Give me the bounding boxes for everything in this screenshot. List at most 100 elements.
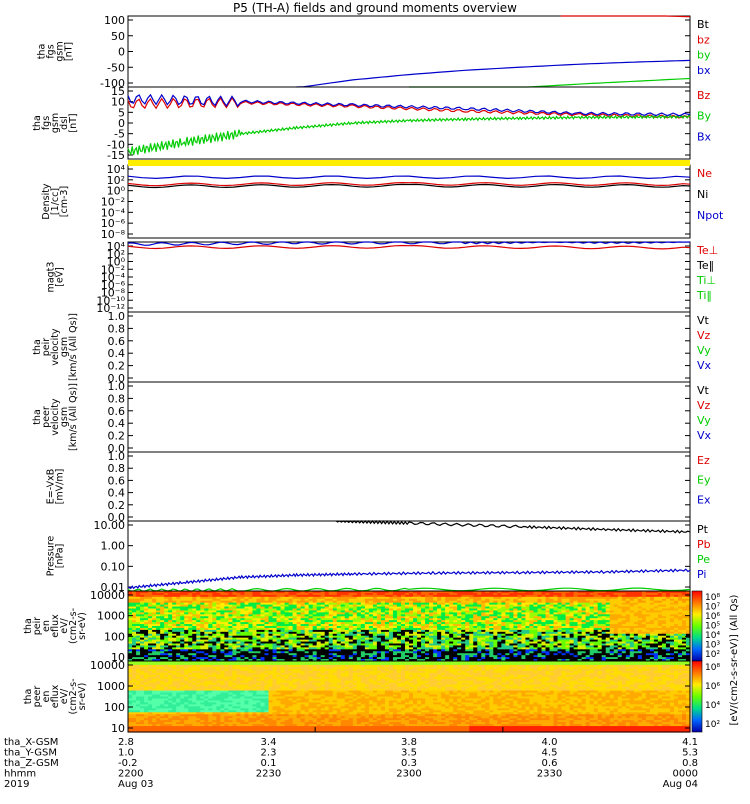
series-bx — [297, 60, 690, 87]
xaxis-value: 3.8 — [401, 737, 417, 748]
ylabel-line: [nPa] — [55, 544, 66, 569]
peer_eflux-spectrogram — [128, 661, 691, 733]
ytick-label: 100 — [104, 630, 125, 643]
legend-Vz: Vz — [697, 329, 711, 342]
ylabel-line: sr-eV) — [77, 683, 88, 711]
panel-density: 10⁴10²10⁰10⁻²10⁻⁴10⁻⁶10⁻⁸Density[1/cc][c… — [41, 163, 724, 241]
xaxis-value: 2.3 — [261, 748, 277, 759]
ytick-label: 0.8 — [108, 392, 126, 405]
ytick-label: 50 — [111, 30, 125, 43]
legend-bz: bz — [697, 33, 710, 46]
xaxis-table: tha_X-GSM 2.8 3.4 3.8 4.0 4.1 tha_Y-GSM 1.0 2.3 3… — [4, 737, 698, 790]
legend-Vx: Vx — [697, 359, 712, 372]
ytick-label: 0.2 — [108, 499, 126, 512]
series-Bz — [128, 98, 690, 118]
ytick-label: 1.00 — [101, 540, 126, 553]
legend-Vx: Vx — [697, 429, 712, 442]
legend-Vz: Vz — [697, 399, 711, 412]
ytick-label: 10000 — [90, 659, 125, 672]
xaxis-value: 4.0 — [542, 737, 558, 748]
xaxis-value: 2300 — [396, 769, 421, 780]
ytick-label: 0.8 — [108, 322, 126, 335]
legend-Pe: Pe — [697, 553, 710, 566]
ytick-label: 1.0 — [108, 380, 126, 393]
legend-Ey: Ey — [697, 474, 711, 487]
legend-Te⊥: Te⊥ — [696, 244, 718, 257]
legend-Ti‖: Ti‖ — [696, 289, 712, 302]
ylabel-line: [nT] — [68, 113, 79, 132]
ytick-label: -50 — [107, 61, 125, 74]
xaxis-value: 4.1 — [682, 737, 698, 748]
xaxis-value: 3.5 — [401, 748, 417, 759]
ytick-label: 1000 — [97, 610, 125, 623]
xaxis-value: 3.4 — [261, 737, 277, 748]
legend-Bx: Bx — [697, 130, 712, 143]
xaxis-row-label: 2019 — [4, 779, 29, 790]
panel-magt3: 10⁴10²10⁰10⁻²10⁻⁴10⁻⁶10⁻⁸10⁻¹⁰10⁻¹²magt3… — [46, 240, 719, 315]
ylabel-line: [km/s (All Qs)] — [68, 313, 79, 381]
ytick-label: 0.4 — [108, 487, 126, 500]
legend-Ne: Ne — [697, 167, 712, 180]
legend-by: by — [697, 49, 711, 62]
fgs_dsl_nT-frame — [128, 87, 690, 159]
xaxis-row-label: hhmm — [4, 769, 36, 780]
ytick-label: 0.4 — [108, 417, 126, 430]
colorbar-tick: 10⁶ — [705, 682, 720, 692]
ytick-label: 0.2 — [108, 430, 126, 443]
ytick-label: 0 — [118, 46, 125, 59]
xaxis-value: 0.3 — [401, 758, 417, 769]
colorbar-tick: 10⁸ — [705, 663, 720, 673]
ytick-label: 0.2 — [108, 360, 126, 373]
peer_velocity-frame — [128, 382, 690, 452]
ylabel-line: [cm-3] — [59, 186, 70, 217]
magt3-frame — [128, 242, 690, 312]
colorbar-tick: 10³ — [705, 641, 720, 651]
ylabel-line: [mV/m] — [55, 469, 66, 505]
colorbar-tick: 10⁶ — [705, 612, 720, 622]
ytick-label: 1000 — [97, 680, 125, 693]
legend-Ni: Ni — [697, 188, 708, 201]
colorbar-label: [eV/(cm2-s-sr-eV)] (All Qs) — [729, 594, 740, 725]
colorbar-tick: 10² — [705, 720, 720, 730]
series-Pi — [128, 569, 690, 588]
E_vxb-frame — [128, 452, 690, 521]
colorbar-tick: 10⁵ — [705, 622, 720, 632]
xaxis-value: -0.2 — [118, 758, 138, 769]
xaxis-value: 2.8 — [118, 737, 134, 748]
xaxis-value: Aug 03 — [118, 779, 153, 790]
series-by — [409, 79, 690, 88]
xaxis-value: 1.0 — [118, 748, 134, 759]
ytick-label: 0.8 — [108, 462, 126, 475]
ytick-label: 0.6 — [108, 474, 126, 487]
series-Pt — [336, 521, 690, 533]
colorbar-tick: 10² — [705, 650, 720, 660]
xaxis-row-label: tha_Y-GSM — [4, 748, 57, 759]
legend-Vy: Vy — [697, 414, 711, 427]
ytick-label: 1.0 — [108, 310, 126, 323]
panel-peer_velocity: 1.00.80.60.40.20.0thapeervelocitygsm[km/… — [32, 380, 712, 455]
peir_eflux-spectrogram — [128, 591, 691, 662]
ytick-label: 10000 — [90, 589, 125, 602]
ytick-label: 100 — [104, 701, 125, 714]
legend-bx: bx — [697, 64, 711, 77]
panel-peir_eflux: 10000100010010thapeirenefluxeV/(cm2-s-sr… — [23, 589, 691, 664]
xaxis-value: 2200 — [118, 769, 143, 780]
legend-Pi: Pi — [697, 568, 706, 581]
xaxis-row-label: tha_X-GSM — [4, 737, 58, 748]
legend-Vt: Vt — [697, 314, 710, 327]
chart-title: P5 (TH-A) fields and ground moments over… — [0, 1, 750, 15]
series-Te — [128, 246, 690, 249]
panel-peir_velocity: 1.00.80.60.40.20.0thapeirvelocitygsm[km/… — [32, 310, 712, 385]
colorbar-tick: 10⁴ — [705, 701, 720, 711]
xaxis-value: 5.3 — [682, 748, 698, 759]
legend-Ti⊥: Ti⊥ — [696, 274, 716, 287]
series-Npot — [128, 176, 690, 178]
legend-Pt: Pt — [697, 523, 709, 536]
xaxis-value: Aug 04 — [663, 779, 698, 790]
series-bz — [561, 16, 690, 17]
peir_velocity-frame — [128, 312, 690, 382]
